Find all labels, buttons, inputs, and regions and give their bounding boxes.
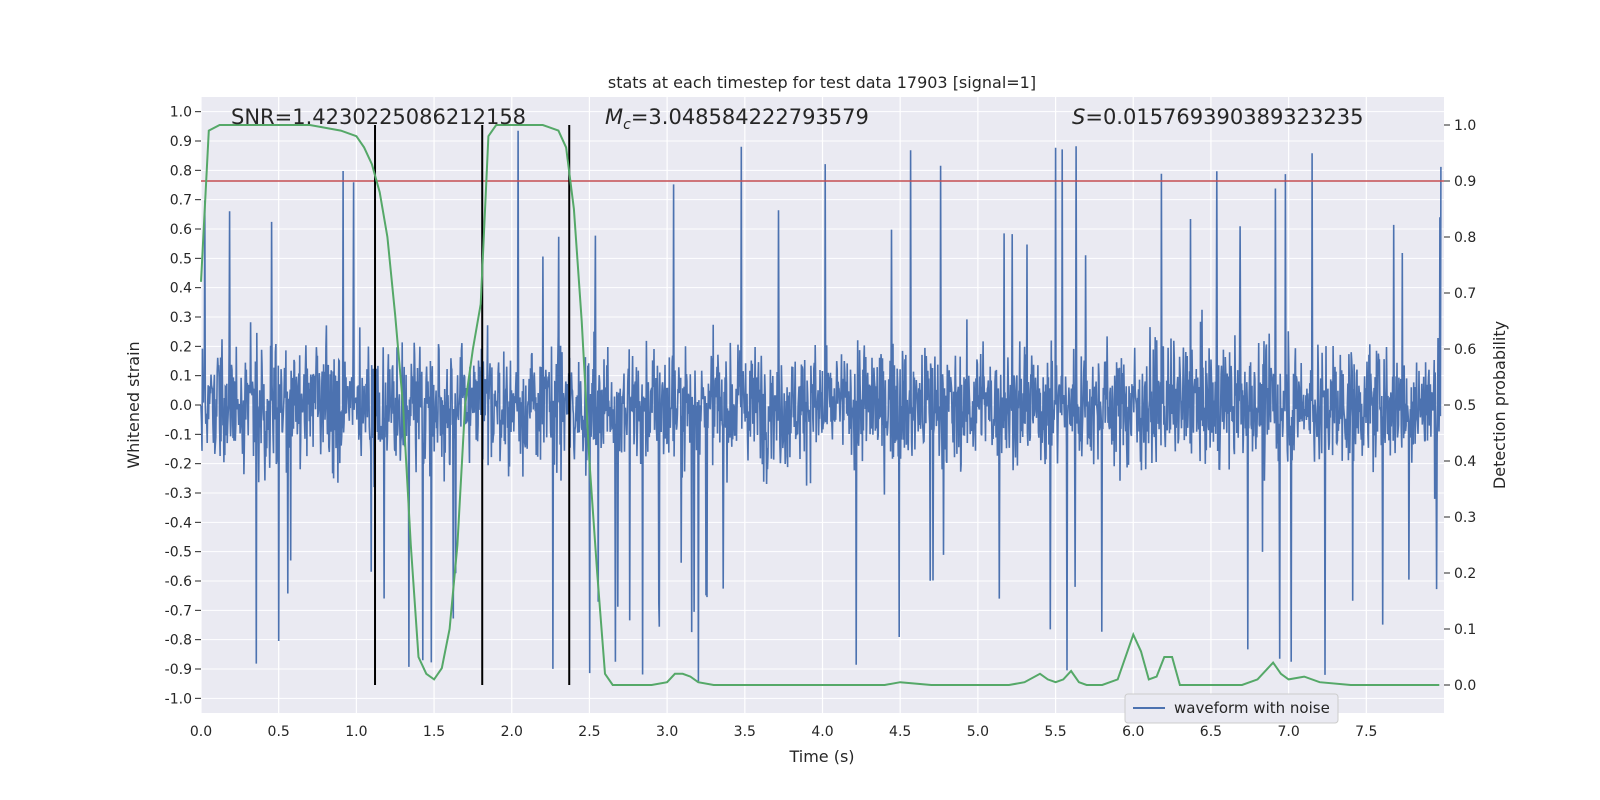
y-right-tick-label: 0.5 bbox=[1454, 398, 1476, 414]
y-left-tick-label: -0.7 bbox=[165, 603, 192, 619]
chirp-mass-annotation: Mc=3.048584222793579 bbox=[605, 105, 869, 133]
x-axis-label: Time (s) bbox=[788, 747, 854, 766]
y-left-tick-label: -0.5 bbox=[165, 545, 192, 561]
y-right-tick-labels: 1.0 0.9 0.8 0.7 0.6 0.5 0.4 0.3 0.2 0.1 0.0 bbox=[1444, 118, 1476, 694]
y-right-tick-label: 1.0 bbox=[1454, 118, 1476, 134]
x-tick-label: 1.0 bbox=[345, 724, 367, 740]
y-left-tick-labels: 1.0 0.9 0.8 0.7 0.6 0.5 0.4 0.3 0.2 0.1 0.0 -0.1 -0.… bbox=[165, 105, 201, 707]
chart-title: stats at each timestep for test data 179… bbox=[608, 73, 1036, 92]
x-tick-label: 2.5 bbox=[578, 724, 600, 740]
y-right-tick-label: 0.6 bbox=[1454, 342, 1476, 358]
y-left-tick-label: 0.1 bbox=[170, 369, 192, 385]
y-left-tick-label: 0.0 bbox=[170, 398, 192, 414]
y-left-tick-label: 0.2 bbox=[170, 339, 192, 355]
chirp-mass-value: =3.048584222793579 bbox=[631, 105, 869, 129]
y-left-axis-label: Whitened strain bbox=[124, 341, 143, 468]
y-right-tick-label: 0.8 bbox=[1454, 230, 1476, 246]
y-left-tick-label: -0.9 bbox=[165, 662, 192, 678]
x-tick-label: 6.5 bbox=[1200, 724, 1222, 740]
chirp-mass-symbol: M bbox=[605, 105, 623, 129]
y-right-tick-label: 0.2 bbox=[1454, 566, 1476, 582]
x-tick-labels: 0.0 0.5 1.0 1.5 2.0 2.5 3.0 3.5 4.0 4.5 5.0 5.5 6.0 6… bbox=[190, 724, 1378, 740]
legend-label-waveform: waveform with noise bbox=[1174, 699, 1330, 717]
y-right-tick-label: 0.3 bbox=[1454, 510, 1476, 526]
chirp-mass-subscript: c bbox=[623, 117, 631, 133]
waveform-with-noise-line bbox=[200, 130, 1442, 682]
y-left-tick-label: -0.1 bbox=[165, 427, 192, 443]
x-tick-label: 6.0 bbox=[1122, 724, 1144, 740]
y-right-tick-label: 0.4 bbox=[1454, 454, 1476, 470]
y-left-tick-label: 0.5 bbox=[170, 251, 192, 267]
y-left-tick-label: -0.4 bbox=[165, 515, 192, 531]
y-right-tick-label: 0.9 bbox=[1454, 174, 1476, 190]
y-right-tick-label: 0.1 bbox=[1454, 622, 1476, 638]
s-symbol: S bbox=[1072, 105, 1085, 129]
y-left-tick-label: 1.0 bbox=[170, 105, 192, 121]
s-annotation: S=0.01576939038932323​5 bbox=[1072, 105, 1363, 129]
y-left-tick-label: 0.4 bbox=[170, 281, 192, 297]
x-tick-label: 5.5 bbox=[1044, 724, 1066, 740]
y-left-tick-label: -0.8 bbox=[165, 633, 192, 649]
x-tick-label: 3.5 bbox=[734, 724, 756, 740]
x-tick-label: 0.5 bbox=[268, 724, 290, 740]
y-left-tick-label: -1.0 bbox=[165, 691, 192, 707]
x-tick-label: 4.0 bbox=[811, 724, 833, 740]
x-tick-label: 0.0 bbox=[190, 724, 212, 740]
y-right-tick-label: 0.0 bbox=[1454, 678, 1476, 694]
legend-box bbox=[1124, 693, 1339, 724]
y-left-tick-label: -0.3 bbox=[165, 486, 192, 502]
y-left-tick-label: 0.3 bbox=[170, 310, 192, 326]
y-left-tick-label: -0.6 bbox=[165, 574, 192, 590]
y-left-tick-label: 0.6 bbox=[170, 222, 192, 238]
snr-annotation: SNR=1.4230225086212158 bbox=[231, 105, 526, 129]
x-tick-label: 2.0 bbox=[501, 724, 523, 740]
y-left-tick-label: 0.9 bbox=[170, 134, 192, 150]
legend: waveform with noise bbox=[1124, 693, 1339, 724]
y-right-tick-label: 0.7 bbox=[1454, 286, 1476, 302]
y-left-tick-label: 0.7 bbox=[170, 193, 192, 209]
s-value: =0.01576939038932323​5 bbox=[1085, 105, 1363, 129]
y-right-axis-label: Detection probability bbox=[1490, 321, 1509, 489]
waveform-with-noise-series bbox=[200, 130, 1442, 682]
x-tick-label: 7.5 bbox=[1355, 724, 1377, 740]
x-tick-label: 1.5 bbox=[423, 724, 445, 740]
detection-probability-line bbox=[200, 124, 1440, 686]
x-tick-label: 4.5 bbox=[889, 724, 911, 740]
vertical-markers bbox=[374, 125, 571, 685]
x-tick-label: 3.0 bbox=[656, 724, 678, 740]
x-tick-label: 5.0 bbox=[967, 724, 989, 740]
x-tick-label: 7.0 bbox=[1277, 724, 1299, 740]
y-left-tick-label: 0.8 bbox=[170, 163, 192, 179]
detection-probability-series bbox=[200, 124, 1440, 686]
y-left-tick-label: -0.2 bbox=[165, 457, 192, 473]
